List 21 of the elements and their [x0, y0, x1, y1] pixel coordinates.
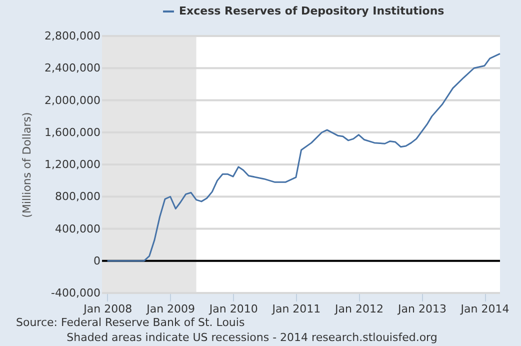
y-tick-label: 2,800,000	[44, 30, 100, 42]
x-tick-label: Jan 2013	[396, 302, 446, 316]
x-tick-label: Jan 2011	[271, 302, 321, 316]
y-tick-label: 2,400,000	[44, 62, 100, 75]
x-tick-label: Jan 2012	[334, 302, 384, 316]
x-tick-label: Jan 2009	[146, 302, 196, 316]
y-tick-label: -400,000	[51, 286, 100, 300]
source-note: Source: Federal Reserve Bank of St. Louis	[16, 316, 245, 329]
text: Shaded areas indicate US recessions - 2014 research.stlouisfed.org	[66, 331, 438, 344]
y-tick-label: 800,000	[55, 190, 100, 204]
x-tick-label: Jan 2008	[82, 302, 132, 316]
y-tick-label: 2,000,000	[44, 94, 100, 107]
line-series	[106, 52, 501, 262]
y-axis-title: (Millions of Dollars)	[20, 112, 34, 218]
x-tick-label: Jan 2010	[208, 302, 258, 316]
legend-label: Excess Reserves of Depository Institutions	[179, 4, 445, 18]
y-tick-label: 400,000	[55, 222, 100, 236]
x-tick-label: Jan 2014	[460, 302, 510, 316]
y-tick-label: 0	[94, 254, 100, 268]
y-tick-label: 1,200,000	[44, 158, 100, 171]
y-tick-label: 1,600,000	[44, 126, 100, 139]
